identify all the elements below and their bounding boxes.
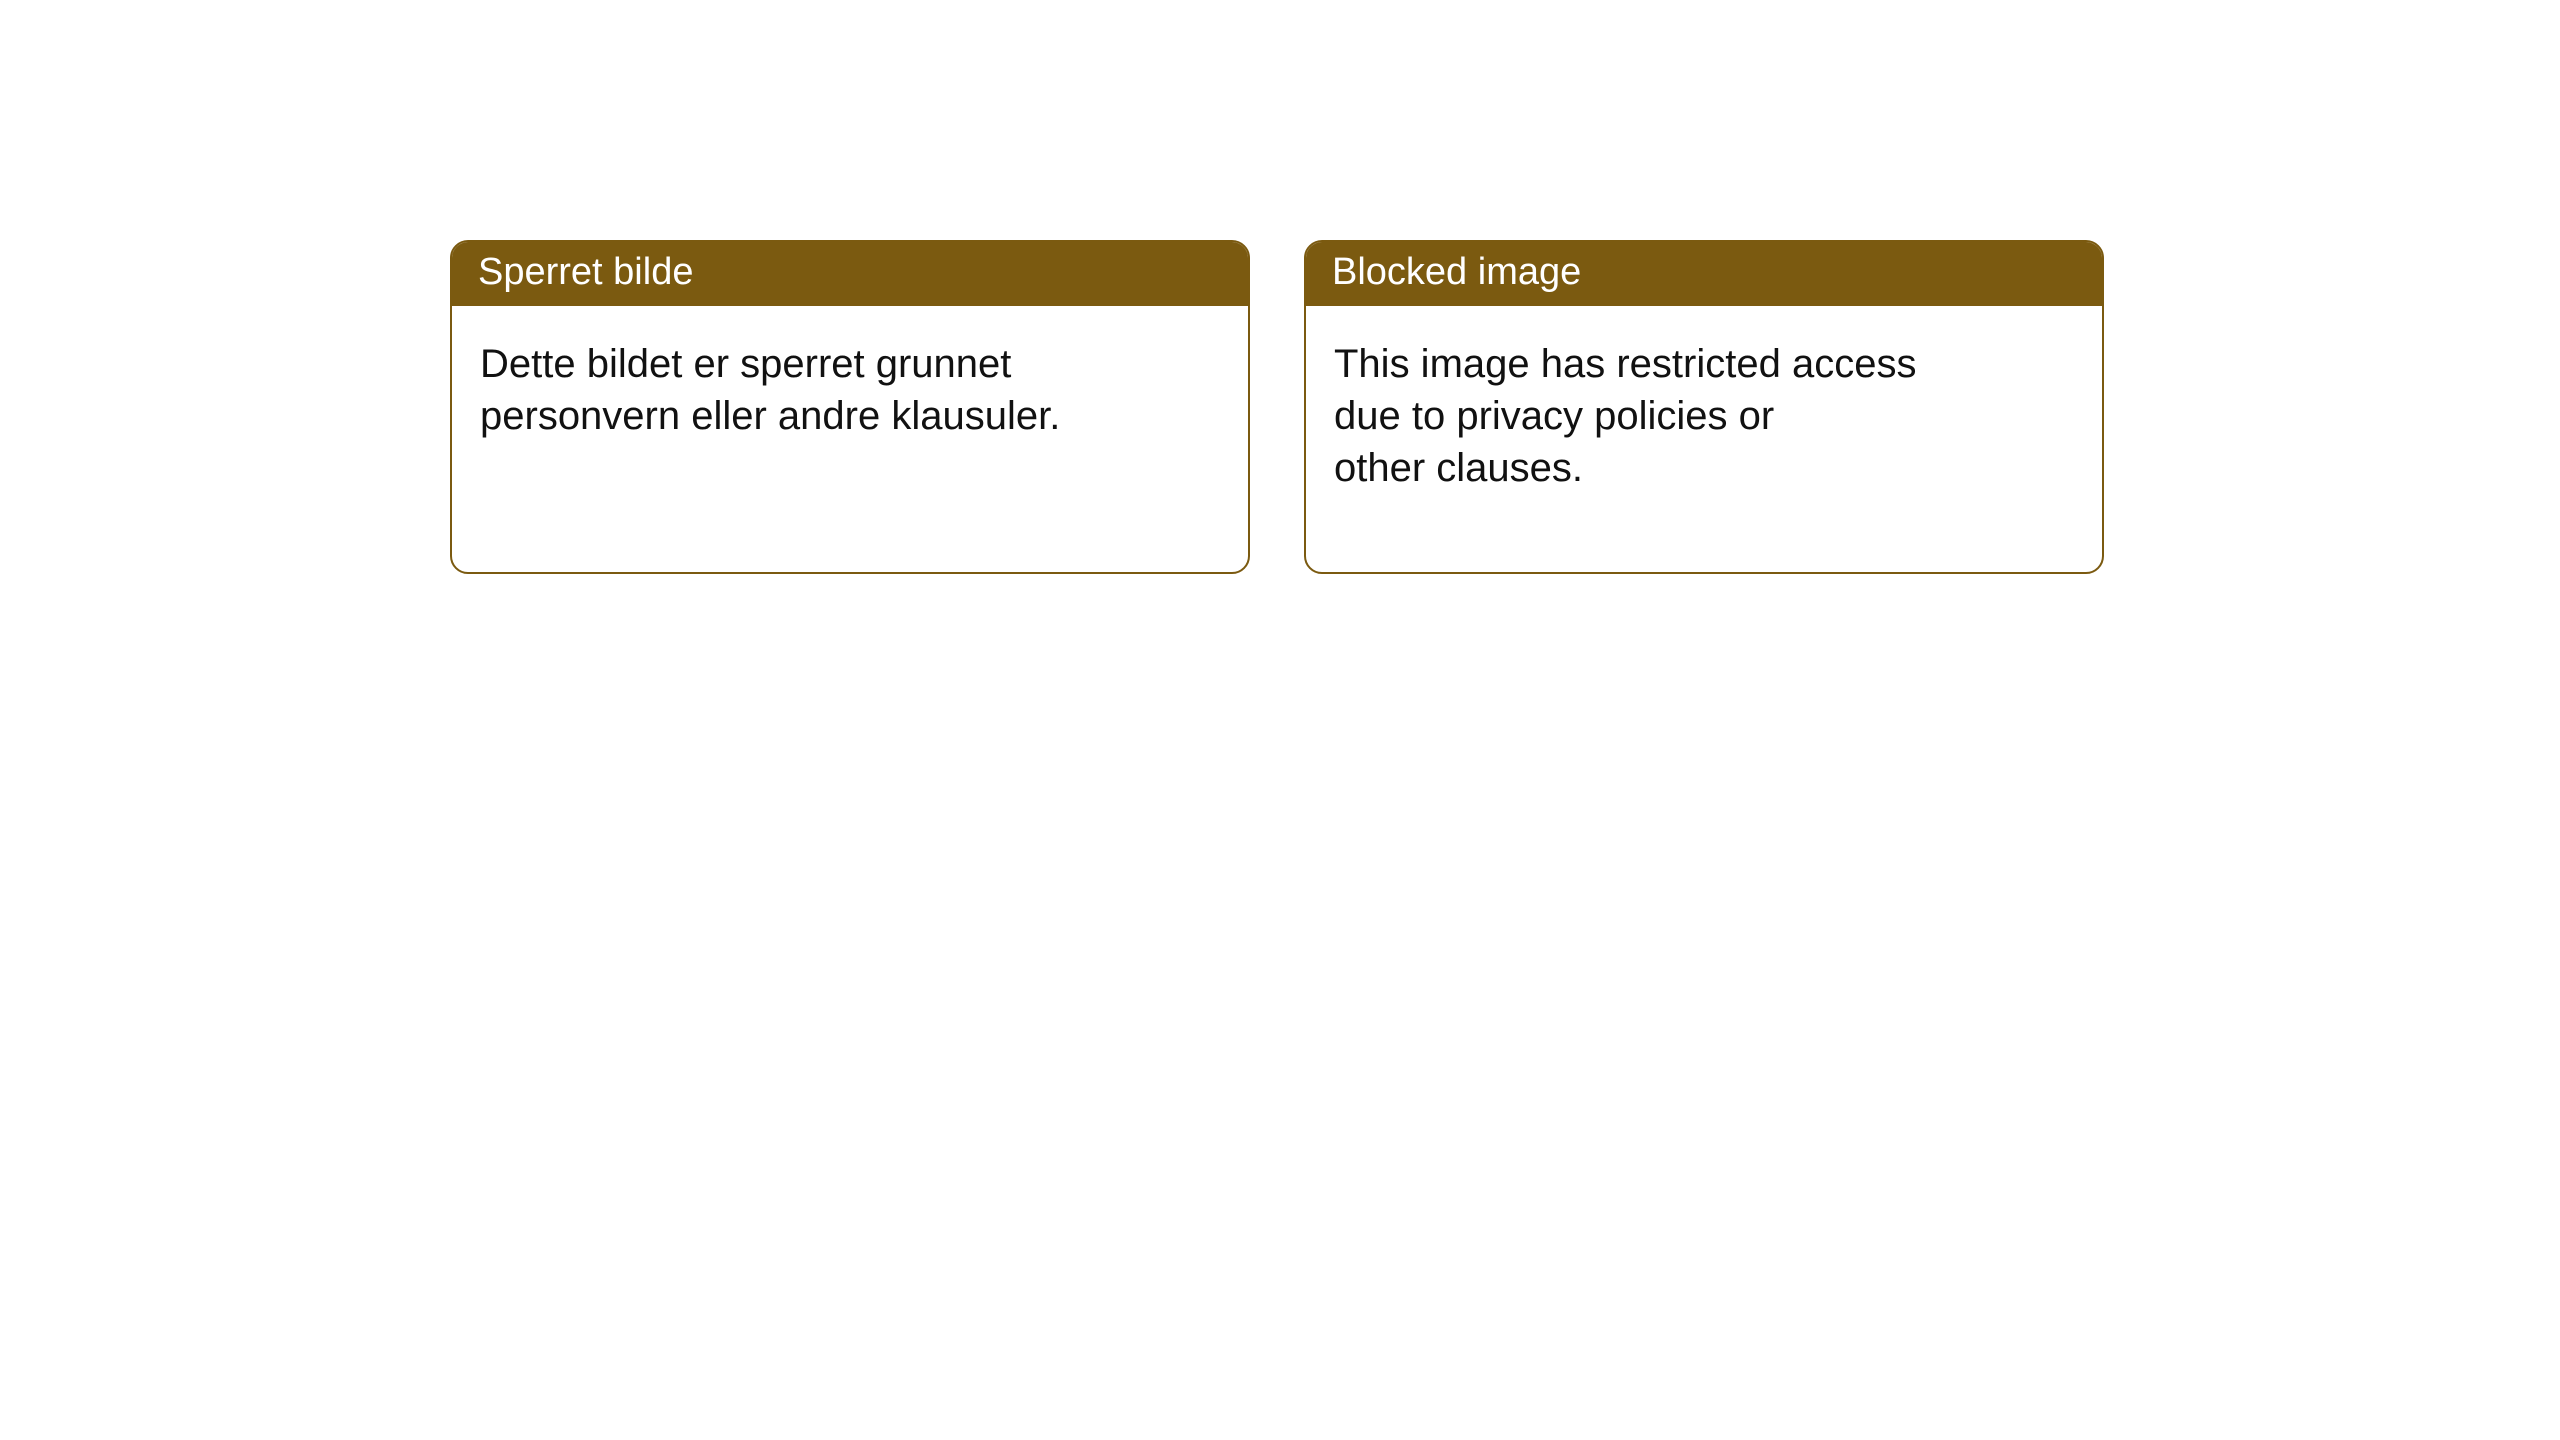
notice-container: Sperret bilde Dette bildet er sperret gr…: [0, 0, 2560, 574]
notice-card-no: Sperret bilde Dette bildet er sperret gr…: [450, 240, 1250, 574]
notice-card-en: Blocked image This image has restricted …: [1304, 240, 2104, 574]
notice-header-no: Sperret bilde: [452, 242, 1248, 306]
notice-body-en: This image has restricted access due to …: [1306, 306, 2102, 514]
notice-header-en: Blocked image: [1306, 242, 2102, 306]
notice-body-no: Dette bildet er sperret grunnet personve…: [452, 306, 1248, 462]
